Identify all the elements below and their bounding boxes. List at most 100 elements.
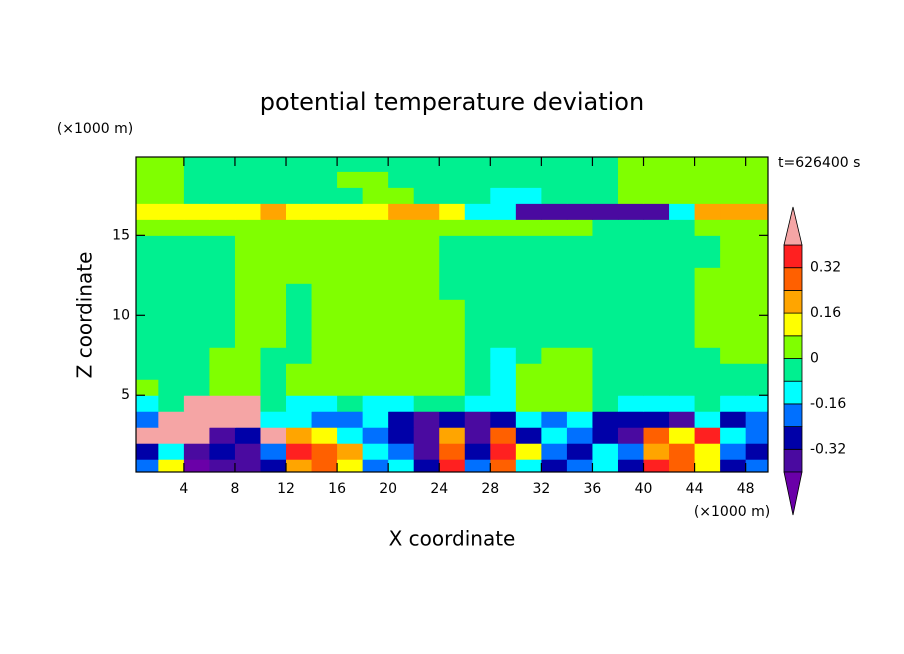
field-cell bbox=[515, 459, 542, 472]
field-cell bbox=[464, 187, 491, 204]
field-cell bbox=[388, 171, 415, 188]
field-cell bbox=[592, 235, 619, 252]
field-cell bbox=[337, 379, 364, 396]
field-cell bbox=[337, 235, 364, 252]
field-cell bbox=[464, 379, 491, 396]
x-tick-label: 4 bbox=[179, 481, 188, 497]
field-cell bbox=[439, 299, 466, 316]
field-cell bbox=[183, 411, 210, 428]
field-cell bbox=[413, 315, 440, 332]
field-cell bbox=[439, 219, 466, 236]
field-cell bbox=[136, 235, 159, 252]
field-cell bbox=[234, 315, 261, 332]
field-cell bbox=[566, 187, 593, 204]
colorbar-box bbox=[783, 380, 803, 405]
field-cell bbox=[720, 379, 747, 396]
field-cell bbox=[592, 171, 619, 188]
field-cell bbox=[234, 443, 261, 460]
field-cell bbox=[464, 395, 491, 412]
field-cell bbox=[464, 411, 491, 428]
field-cell bbox=[337, 459, 364, 472]
field-cell bbox=[541, 427, 568, 444]
field-cell bbox=[617, 235, 645, 252]
field-cell bbox=[720, 251, 747, 268]
field-cell bbox=[209, 315, 236, 332]
field-cell bbox=[490, 283, 517, 300]
field-cell bbox=[158, 363, 185, 380]
field-cell bbox=[694, 157, 721, 172]
field-cell bbox=[260, 251, 287, 268]
field-cell bbox=[541, 459, 568, 472]
field-cell bbox=[136, 379, 159, 396]
field-cell bbox=[337, 219, 364, 236]
field-cell bbox=[286, 219, 313, 236]
field-cell bbox=[136, 363, 159, 380]
time-annotation: t=626400 s bbox=[778, 155, 860, 171]
field-cell bbox=[136, 315, 159, 332]
colorbar-box bbox=[783, 403, 803, 427]
field-cell bbox=[362, 379, 389, 396]
field-cell bbox=[209, 251, 236, 268]
field-cell bbox=[490, 219, 517, 236]
field-cell bbox=[566, 411, 593, 428]
field-cell bbox=[337, 395, 364, 412]
field-cell bbox=[209, 459, 236, 472]
field-cell bbox=[694, 299, 721, 316]
field-cell bbox=[592, 219, 619, 236]
field-cell bbox=[643, 283, 670, 300]
field-cell bbox=[720, 157, 747, 172]
colorbar-label: -0.32 bbox=[810, 441, 846, 457]
field-cell bbox=[413, 427, 440, 444]
field-cell bbox=[464, 171, 491, 188]
field-cell bbox=[541, 157, 568, 172]
x-tick-label: 8 bbox=[230, 481, 239, 497]
field-cell bbox=[720, 395, 747, 412]
field-cell bbox=[136, 251, 159, 268]
field-cell bbox=[541, 219, 568, 236]
field-cell bbox=[515, 283, 542, 300]
field-cell bbox=[158, 203, 185, 220]
field-cell bbox=[413, 443, 440, 460]
field-cell bbox=[592, 267, 619, 284]
field-cell bbox=[388, 443, 415, 460]
field-cell bbox=[617, 347, 645, 364]
field-cell bbox=[136, 219, 159, 236]
field-cell bbox=[694, 363, 721, 380]
field-cell bbox=[183, 443, 210, 460]
field-cell bbox=[515, 187, 542, 204]
field-cell bbox=[158, 395, 185, 412]
field-cell bbox=[490, 379, 517, 396]
field-cell bbox=[337, 299, 364, 316]
x-tick-label: 48 bbox=[737, 481, 755, 497]
field-cell bbox=[643, 299, 670, 316]
field-cell bbox=[592, 331, 619, 348]
field-cell bbox=[617, 459, 645, 472]
field-cell bbox=[541, 267, 568, 284]
field-cell bbox=[490, 427, 517, 444]
field-cell bbox=[669, 347, 696, 364]
field-cell bbox=[158, 443, 185, 460]
field-cell bbox=[311, 459, 338, 472]
field-cell bbox=[566, 315, 593, 332]
field-cell bbox=[617, 251, 645, 268]
field-cell bbox=[183, 187, 210, 204]
field-cell bbox=[439, 157, 466, 172]
field-cell bbox=[464, 203, 491, 220]
x-tick-label: 44 bbox=[686, 481, 704, 497]
field-cell bbox=[694, 187, 721, 204]
field-cell bbox=[643, 235, 670, 252]
field-cell bbox=[490, 459, 517, 472]
field-cell bbox=[158, 379, 185, 396]
field-cell bbox=[541, 363, 568, 380]
field-cell bbox=[439, 235, 466, 252]
field-cell bbox=[745, 187, 768, 204]
field-cell bbox=[136, 395, 159, 412]
field-cell bbox=[592, 187, 619, 204]
field-cell bbox=[286, 187, 313, 204]
field-cell bbox=[464, 299, 491, 316]
field-cell bbox=[337, 283, 364, 300]
field-cell bbox=[234, 459, 261, 472]
field-cell bbox=[183, 171, 210, 188]
field-cell bbox=[286, 203, 313, 220]
field-cell bbox=[464, 267, 491, 284]
